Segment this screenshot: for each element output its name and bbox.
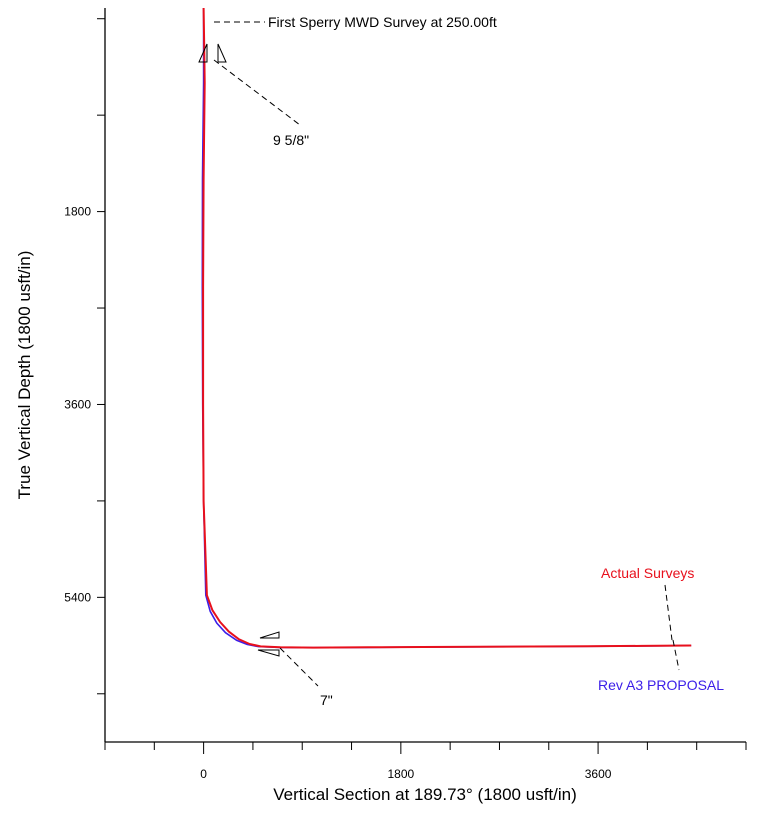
casing-7-annotation: 7" xyxy=(320,692,333,708)
casing-shoe-9-5-8-marker xyxy=(198,43,227,63)
casing-9-5-8-annotation: 9 5/8" xyxy=(273,132,309,148)
y-tick-labels: 1800 3600 5400 xyxy=(64,205,91,605)
series-lines xyxy=(201,7,692,649)
proposal-leader xyxy=(672,639,680,671)
casing-shoe-7-marker xyxy=(257,631,280,657)
x-tick-label-3600: 3600 xyxy=(585,767,612,781)
proposal-label: Rev A3 PROPOSAL xyxy=(598,677,724,693)
casing-9-5-8-leader xyxy=(213,59,301,126)
x-tick-label-1800: 1800 xyxy=(387,767,414,781)
y-axis-label: True Vertical Depth (1800 usft/in) xyxy=(15,251,34,500)
axes xyxy=(104,8,746,743)
y-ticks xyxy=(97,18,105,695)
y-tick-label-1800: 1800 xyxy=(64,205,91,219)
y-tick-label-3600: 3600 xyxy=(64,397,91,411)
casing-7-leader xyxy=(279,647,319,687)
actual-surveys-label: Actual Surveys xyxy=(601,565,694,581)
first-survey-annotation: First Sperry MWD Survey at 250.00ft xyxy=(268,14,497,30)
series-line-actual-surveys xyxy=(202,7,692,649)
actual-surveys-leader xyxy=(664,584,673,641)
series-line-rev-a3-proposal xyxy=(201,8,692,649)
x-tick-label-0: 0 xyxy=(200,767,207,781)
x-axis-label: Vertical Section at 189.73° (1800 usft/i… xyxy=(273,785,577,804)
x-tick-labels: 0 1800 3600 xyxy=(200,767,611,781)
x-ticks xyxy=(104,742,747,754)
y-tick-label-5400: 5400 xyxy=(64,590,91,604)
